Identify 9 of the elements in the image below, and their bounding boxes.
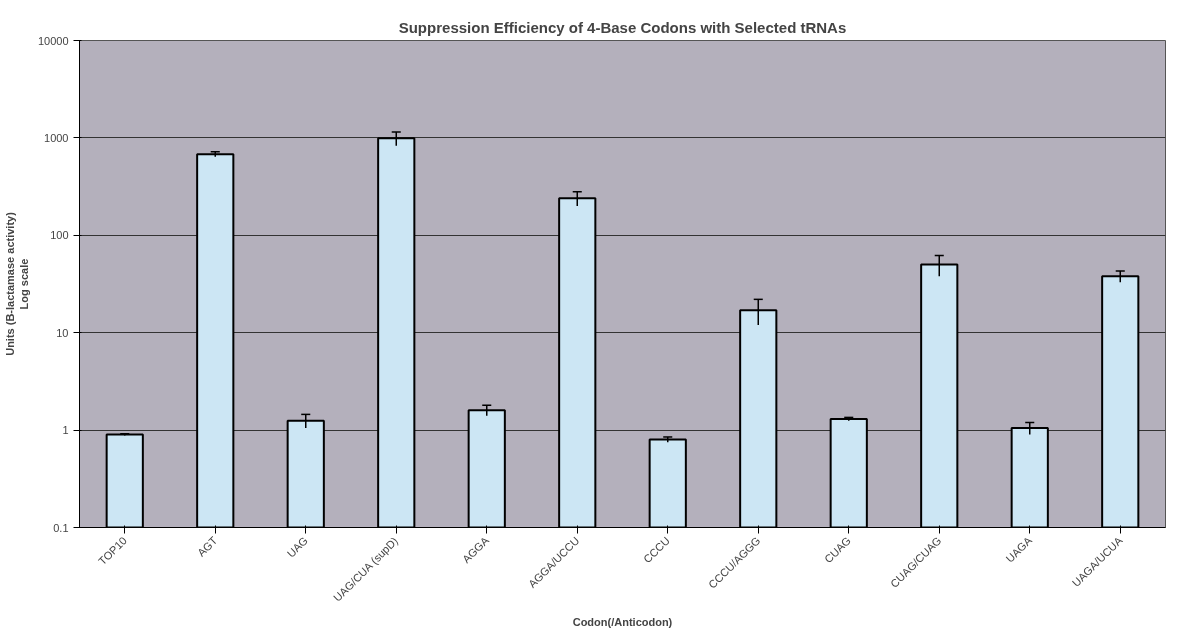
y-tick-label: 1 — [62, 424, 69, 437]
x-axis-title: Codon(/Anticodon) — [572, 615, 673, 628]
y-tick-label: 1000 — [44, 131, 69, 144]
y-tick-label: 100 — [50, 229, 69, 242]
y-tick-label: 10000 — [37, 34, 69, 47]
y-axis-title: Units (B-lactamase activity) Log scale — [3, 211, 30, 356]
y-tick-label: 0.1 — [53, 521, 69, 534]
chart-title: Suppression Efficiency of 4-Base Codons with Selected tRNAs — [398, 18, 847, 36]
y-tick-label: 10 — [56, 326, 69, 339]
